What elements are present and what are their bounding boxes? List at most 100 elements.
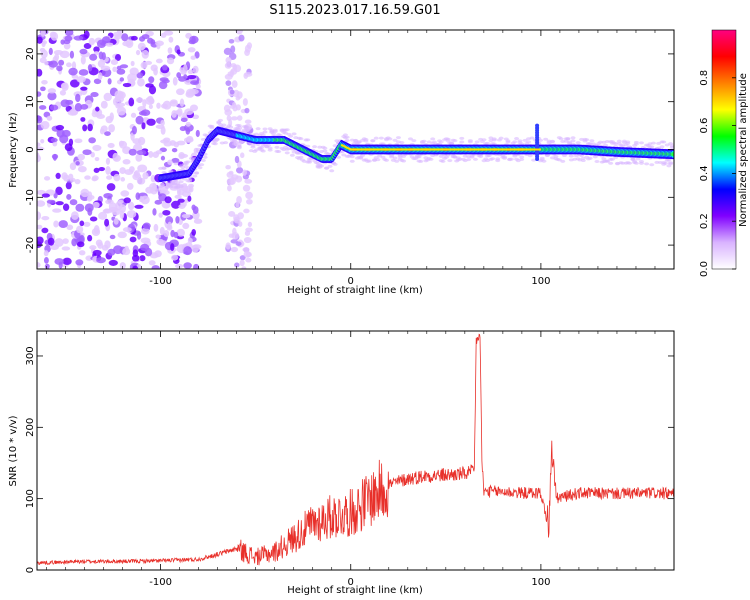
spectrogram-halo-blob <box>276 150 282 154</box>
spectrogram-halo-blob <box>324 166 330 170</box>
spectrogram-halo-blob <box>627 161 633 165</box>
spectrogram-noise-blob <box>175 216 180 224</box>
spectrogram-halo-blob <box>245 128 251 132</box>
spectrogram-noise-blob <box>185 32 192 39</box>
spectrogram-noise-blob <box>224 62 232 69</box>
spectrogram-noise-blob <box>171 110 177 118</box>
spectrogram-noise-blob <box>166 57 175 65</box>
spectrogram-halo-blob <box>360 154 366 158</box>
spectrogram-noise-blob <box>241 266 247 269</box>
spectrogram-noise-blob <box>171 147 178 153</box>
spectrogram-halo-blob <box>508 157 514 161</box>
spectrogram-noise-blob <box>167 159 173 165</box>
spectrogram-noise-blob <box>154 250 162 258</box>
spectrogram-noise-blob <box>235 175 243 183</box>
spectrogram-halo-blob <box>466 158 472 162</box>
spectrogram-noise-blob <box>50 137 58 143</box>
spectrogram-halo-blob <box>329 169 335 173</box>
spectrogram-noise-blob <box>82 124 88 132</box>
spectrogram-noise-blob <box>98 166 106 172</box>
spectrogram-noise-blob <box>112 31 123 37</box>
spectrogram-noise-blob <box>130 35 138 41</box>
spectrogram-noise-blob <box>103 92 112 102</box>
spectrogram-noise-blob <box>228 38 235 44</box>
spectrogram-noise-blob <box>158 212 163 218</box>
spectrogram-halo-blob <box>200 158 206 162</box>
spectrogram-noise-blob <box>112 66 117 73</box>
spectrogram-halo-blob <box>318 164 324 168</box>
spectrogram-noise-blob <box>108 124 115 133</box>
spectrogram-noise-blob <box>231 80 238 88</box>
spectrogram-noise-blob <box>169 100 179 107</box>
spectrogram-halo-blob <box>291 132 297 136</box>
spectrogram-noise-blob <box>170 243 175 251</box>
spectrogram-noise-blob <box>190 80 200 86</box>
spectrogram-halo-blob <box>440 159 446 163</box>
spectrogram-noise-blob <box>116 68 126 75</box>
spectrogram-noise-blob <box>187 195 192 202</box>
spectrogram-noise-blob <box>225 56 232 64</box>
spectrogram-noise-blob <box>244 107 250 114</box>
spectrogram-noise-blob <box>77 153 85 161</box>
spectrogram-halo-blob <box>272 128 278 132</box>
spectrogram-noise-blob <box>94 156 100 162</box>
spectrogram-noise-blob <box>148 151 154 158</box>
spectrogram-halo-blob <box>449 141 455 145</box>
spectrogram-noise-blob <box>107 142 115 149</box>
spectrogram-noise-blob <box>76 76 86 83</box>
spectrogram-noise-blob <box>64 35 73 42</box>
spectrogram-noise-blob <box>187 47 196 53</box>
spectrogram-noise-blob <box>69 177 76 182</box>
spectrogram-noise-blob <box>176 228 185 237</box>
spectrogram-noise-blob <box>193 263 200 269</box>
colorbar: 0.0 0.2 0.4 0.6 0.8 Normalized spectral ampl… <box>699 29 749 277</box>
spectrogram-ytick-label: 10 <box>25 95 36 108</box>
colorbar-tick-label: 0.4 <box>699 165 710 181</box>
spectrogram-noise-blob <box>40 86 46 92</box>
spectrogram-noise-blob <box>63 42 71 50</box>
spectrogram-halo-blob <box>447 159 453 163</box>
spectrogram-noise-blob <box>135 49 141 56</box>
spectrogram-ytick-label: 0 <box>25 146 36 152</box>
spectrogram-halo-blob <box>250 143 256 147</box>
spectrogram-noise-blob <box>98 51 104 60</box>
spectrogram-halo-blob <box>231 139 237 143</box>
snr-axes-frame <box>36 330 675 571</box>
spectrogram-halo-blob <box>159 182 165 186</box>
spectrogram-ylabel: Frequency (Hz) <box>8 112 19 188</box>
spectrogram-halo-blob <box>561 154 567 158</box>
spectrogram-noise-blob <box>245 257 252 263</box>
spectrogram-noise-blob <box>135 192 141 200</box>
spectrogram-noise-blob <box>69 50 75 59</box>
spectrogram-noise-blob <box>52 208 62 213</box>
spectrogram-noise-blob <box>89 216 98 222</box>
spectrogram-noise-blob <box>75 93 81 103</box>
colorbar-gradient <box>711 29 737 270</box>
spectrogram-noise-blob <box>113 245 123 255</box>
spectrogram-halo-blob <box>192 174 198 178</box>
spectrogram-noise-blob <box>176 140 186 146</box>
spectrogram-noise-blob <box>142 99 147 108</box>
spectrogram-noise-blob <box>238 34 245 42</box>
spectrogram-noise-blob <box>224 109 233 116</box>
spectrogram-noise-blob <box>84 175 91 180</box>
spectrogram-noise-blob <box>187 237 193 244</box>
spectrogram-halo-blob <box>322 146 328 150</box>
spectrogram-noise-blob <box>105 42 114 47</box>
spectrogram-halo-blob <box>490 157 496 161</box>
spectrogram-noise-blob <box>66 193 72 200</box>
spectrogram-noise-blob <box>67 110 78 116</box>
spectrogram-noise-blob <box>142 222 151 230</box>
spectrogram-halo-blob <box>185 160 191 164</box>
spectrogram-halo-blob <box>344 138 350 142</box>
spectrogram-noise-blob <box>80 104 89 110</box>
spectrogram-noise-blob <box>179 98 185 107</box>
spectrogram-noise-blob <box>75 203 85 212</box>
spectrogram-noise-blob <box>92 144 102 152</box>
snr-xlabel: Height of straight line (km) <box>287 585 423 596</box>
spectrogram-halo-blob <box>662 161 668 165</box>
spectrogram-noise-blob <box>129 236 137 243</box>
spectrogram-noise-blob <box>49 104 59 111</box>
spectrogram-noise-blob <box>89 53 98 61</box>
spectrogram-noise-blob <box>116 102 126 108</box>
